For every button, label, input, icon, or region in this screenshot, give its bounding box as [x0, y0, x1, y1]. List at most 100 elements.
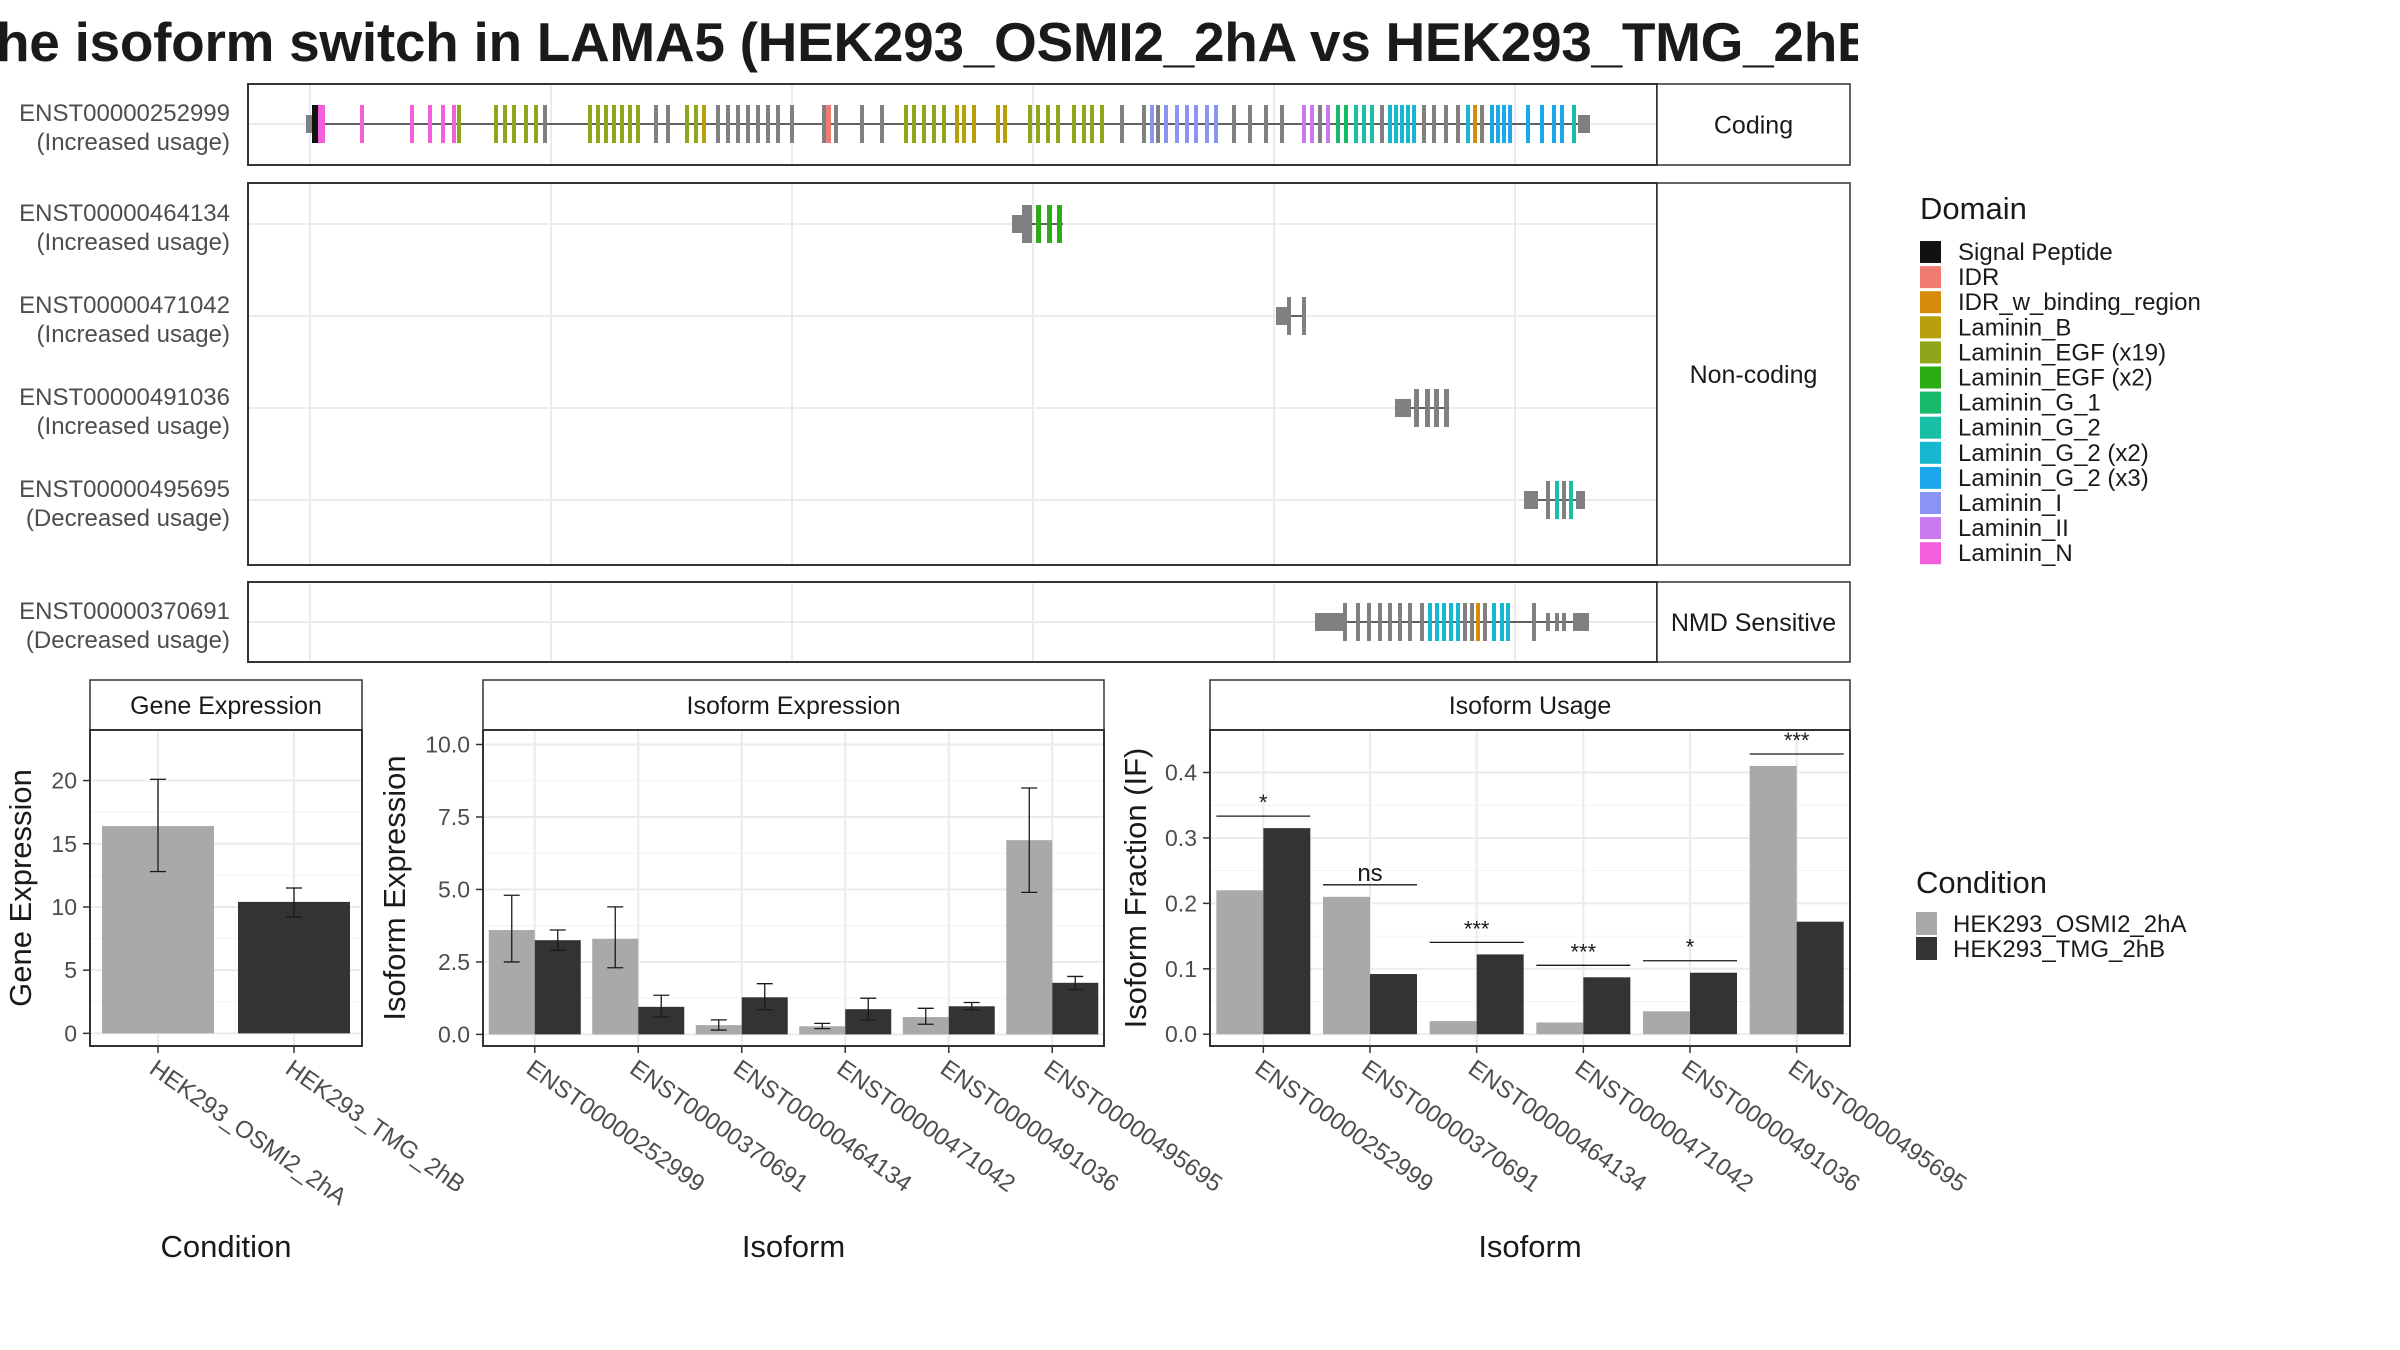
- exon-segment: [1344, 105, 1348, 143]
- exon-segment: [1276, 307, 1288, 325]
- exon-segment: [1356, 603, 1360, 641]
- exon-segment: [1476, 603, 1480, 641]
- x-tick-label: ENST00000491036: [1677, 1055, 1865, 1198]
- isoform-usage-label: (Decreased usage): [26, 505, 230, 532]
- exon-segment: [1555, 481, 1559, 519]
- exon-segment: [1264, 105, 1268, 143]
- exon-segment: [410, 105, 414, 143]
- exon-segment: [1394, 105, 1398, 143]
- panel-title-strip: [482, 679, 1105, 731]
- exon-segment: [1205, 105, 1209, 143]
- exon-segment: [1036, 105, 1040, 143]
- exon-segment: [1562, 481, 1566, 519]
- significance-label: ***: [1784, 728, 1810, 753]
- panel-strip-label: Non-coding: [1690, 361, 1818, 389]
- exon-segment: [1185, 105, 1189, 143]
- significance-label: ***: [1570, 939, 1596, 964]
- panel-border: [482, 729, 1105, 1047]
- exon-segment: [452, 105, 456, 143]
- exon-segment: [1343, 603, 1347, 641]
- exon-segment: [1546, 613, 1550, 631]
- y-tick-label: 15: [51, 831, 77, 857]
- exon-segment: [1175, 105, 1179, 143]
- exon-segment: [1287, 297, 1291, 335]
- exon-segment: [1248, 105, 1252, 143]
- exon-segment: [1280, 105, 1284, 143]
- exon-segment: [1398, 603, 1402, 641]
- exon-segment: [596, 105, 600, 143]
- exon-segment: [1546, 481, 1550, 519]
- domain-legend-label: IDR_w_binding_region: [1958, 289, 2201, 316]
- domain-legend-swatch: [1920, 441, 1941, 464]
- exon-segment: [1502, 105, 1506, 143]
- exon-segment: [360, 105, 364, 143]
- y-tick-label: 10.0: [425, 731, 470, 757]
- exon-segment: [1370, 105, 1374, 143]
- exon-segment: [746, 105, 750, 143]
- y-tick-label: 0.2: [1165, 890, 1197, 916]
- exon-segment: [306, 115, 314, 133]
- exon-segment: [1456, 603, 1460, 641]
- figure-title: he isoform switch in LAMA5 (HEK293_OSMI2…: [0, 11, 1858, 73]
- bar: [1643, 1011, 1690, 1035]
- domain-legend-swatch: [1920, 517, 1941, 540]
- exon-segment: [1578, 115, 1590, 133]
- exon-segment: [826, 105, 831, 143]
- exon-segment: [1156, 105, 1160, 143]
- condition-legend-title: Condition: [1916, 865, 2047, 900]
- exon-segment: [1449, 603, 1453, 641]
- exon-segment: [1496, 105, 1500, 143]
- exon-segment: [1336, 105, 1340, 143]
- exon-segment: [1573, 613, 1589, 631]
- exon-segment: [1473, 105, 1477, 143]
- exon-segment: [1142, 105, 1146, 143]
- exon-segment: [620, 105, 624, 143]
- domain-legend-label: Laminin_II: [1958, 515, 2069, 542]
- exon-segment: [1302, 297, 1306, 335]
- domain-legend-label: Laminin_G_2 (x3): [1958, 465, 2149, 492]
- domain-legend-label: Laminin_I: [1958, 490, 2062, 517]
- panel-title-strip: [89, 679, 363, 731]
- isoform-usage-label: (Increased usage): [37, 229, 230, 256]
- exon-segment: [1367, 603, 1371, 641]
- bar: [1690, 972, 1737, 1035]
- domain-legend-label: Laminin_EGF (x2): [1958, 365, 2153, 392]
- exon-segment: [1444, 389, 1449, 427]
- y-tick-label: 5.0: [438, 876, 470, 902]
- exon-segment: [996, 105, 1000, 143]
- bar: [1476, 954, 1524, 1035]
- y-tick-label: 20: [51, 768, 77, 794]
- exon-segment: [1414, 389, 1419, 427]
- exon-segment: [1408, 603, 1412, 641]
- y-tick-label: 5: [64, 957, 77, 983]
- exon-segment: [512, 105, 516, 143]
- exon-segment: [1406, 105, 1410, 143]
- bar: [1536, 1022, 1584, 1035]
- bar: [1263, 828, 1311, 1035]
- isoform-id-label: ENST00000464134: [19, 200, 230, 227]
- y-tick-label: 10: [51, 894, 77, 920]
- exon-segment: [776, 105, 780, 143]
- exon-segment: [972, 105, 976, 143]
- y-tick-label: 7.5: [438, 804, 470, 830]
- exon-segment: [457, 105, 461, 143]
- x-axis-title: Isoform: [1478, 1229, 1581, 1264]
- exon-segment: [1506, 603, 1510, 641]
- domain-legend-label: Signal Peptide: [1958, 239, 2113, 266]
- bar: [534, 940, 581, 1035]
- x-axis-title: Condition: [161, 1229, 292, 1264]
- y-axis-title: Isoform Fraction (IF): [1118, 748, 1153, 1029]
- exon-segment: [1425, 389, 1430, 427]
- x-axis-title: Isoform: [742, 1229, 845, 1264]
- exon-segment: [1315, 613, 1345, 631]
- exon-segment: [726, 105, 730, 143]
- y-tick-label: 0.1: [1165, 956, 1197, 982]
- panel-title: Isoform Expression: [687, 692, 901, 720]
- exon-segment: [1532, 603, 1536, 641]
- exon-segment: [962, 105, 966, 143]
- exon-segment: [736, 105, 740, 143]
- x-tick-label: ENST00000370691: [625, 1055, 813, 1198]
- isoform-id-label: ENST00000495695: [19, 476, 230, 503]
- domain-legend-swatch: [1920, 391, 1941, 414]
